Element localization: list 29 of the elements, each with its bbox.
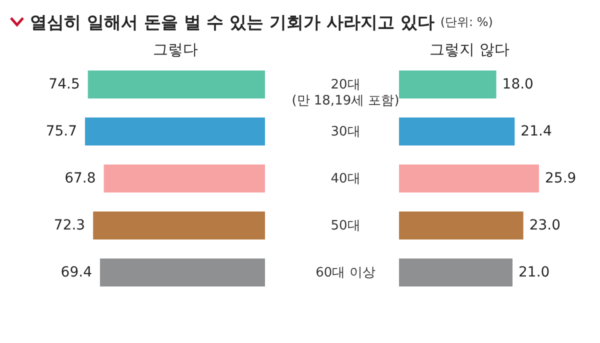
chart-title: 열심히 일해서 돈을 벌 수 있는 기회가 사라지고 있다 <box>30 12 434 34</box>
data-label: 72.3 <box>54 218 86 234</box>
data-label: 18.0 <box>502 76 534 92</box>
data-label: 21.0 <box>518 264 550 280</box>
bar <box>85 118 265 146</box>
bar <box>104 164 265 192</box>
y-tick-label: 20대 (만 18,19세 포함) <box>292 78 400 108</box>
data-label: 23.0 <box>529 218 560 234</box>
data-label: 25.9 <box>545 170 576 186</box>
bar <box>399 70 496 98</box>
y-tick-label: 50대 <box>330 218 360 234</box>
bar <box>399 258 513 286</box>
y-tick-label: 30대 <box>330 124 360 140</box>
bar <box>399 212 524 240</box>
data-label: 69.4 <box>60 264 92 280</box>
data-label: 74.5 <box>48 76 80 92</box>
bar <box>399 118 515 146</box>
y-tick-label: 60대 이상 <box>316 266 376 280</box>
data-label: 75.7 <box>46 124 77 140</box>
x-axis-title: 그렇다 <box>153 40 198 58</box>
data-label: 67.8 <box>64 170 96 186</box>
bar <box>399 164 539 192</box>
data-label: 21.4 <box>520 124 552 140</box>
bar <box>93 212 265 240</box>
chart-subtitle: (단위: %) <box>440 14 493 30</box>
bar <box>88 70 265 98</box>
x-axis-title: 그렇지 않다 <box>430 40 510 58</box>
bar <box>100 258 265 286</box>
y-tick-label: 40대 <box>330 172 360 186</box>
